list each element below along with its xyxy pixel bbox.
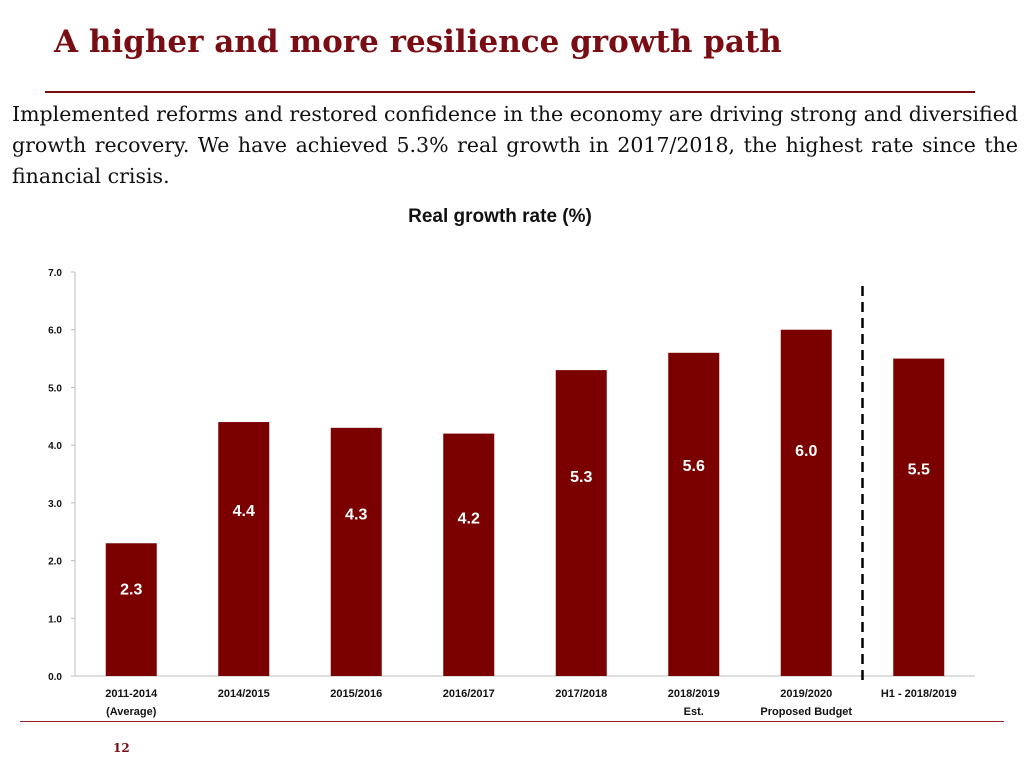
y-tick-label: 1.0: [48, 614, 62, 625]
y-tick-label: 4.0: [48, 441, 62, 452]
data-label-1: 4.4: [233, 503, 255, 520]
y-tick-label: 5.0: [48, 383, 62, 394]
y-tick-label: 7.0: [48, 268, 62, 279]
x-tick-label: 2011-2014: [105, 688, 158, 700]
data-label-7: 5.5: [908, 462, 930, 479]
bar-1: [218, 422, 270, 676]
y-tick-label: 3.0: [48, 499, 62, 510]
x-tick-label: 2017/2018: [555, 688, 607, 700]
x-tick-label: 2019/2020: [780, 688, 832, 700]
bar-3: [443, 433, 495, 676]
data-label-6: 6.0: [795, 443, 817, 460]
x-tick-label: 2018/2019: [668, 688, 720, 700]
x-tick-label: 2016/2017: [443, 688, 495, 700]
bar-6: [780, 329, 832, 676]
data-label-4: 5.3: [570, 469, 592, 486]
bar-4: [555, 370, 607, 676]
y-tick-label: 0.0: [48, 672, 62, 683]
x-tick-label: 2015/2016: [330, 688, 382, 700]
page-number: 12: [113, 741, 130, 755]
x-tick-label: (Average): [106, 706, 157, 718]
footer-divider: [20, 721, 1004, 722]
x-tick-label: Proposed Budget: [760, 706, 852, 718]
y-tick-label: 2.0: [48, 557, 62, 568]
data-label-3: 4.2: [458, 510, 480, 527]
x-tick-label: Est.: [684, 706, 704, 718]
x-tick-label: H1 - 2018/2019: [881, 688, 957, 700]
bar-0: [105, 543, 157, 676]
data-label-5: 5.6: [683, 458, 705, 475]
bar-7: [893, 358, 945, 676]
body-paragraph: Implemented reforms and restored confide…: [12, 102, 1018, 188]
slide-title: A higher and more resilience growth path: [54, 24, 782, 60]
title-underline: [45, 91, 975, 93]
chart-title: Real growth rate (%): [408, 206, 592, 227]
data-label-2: 4.3: [345, 507, 367, 524]
data-label-0: 2.3: [120, 582, 142, 599]
y-tick-label: 6.0: [48, 326, 62, 337]
bar-2: [330, 427, 382, 676]
x-tick-label: 2014/2015: [218, 688, 270, 700]
bar-5: [668, 352, 720, 676]
